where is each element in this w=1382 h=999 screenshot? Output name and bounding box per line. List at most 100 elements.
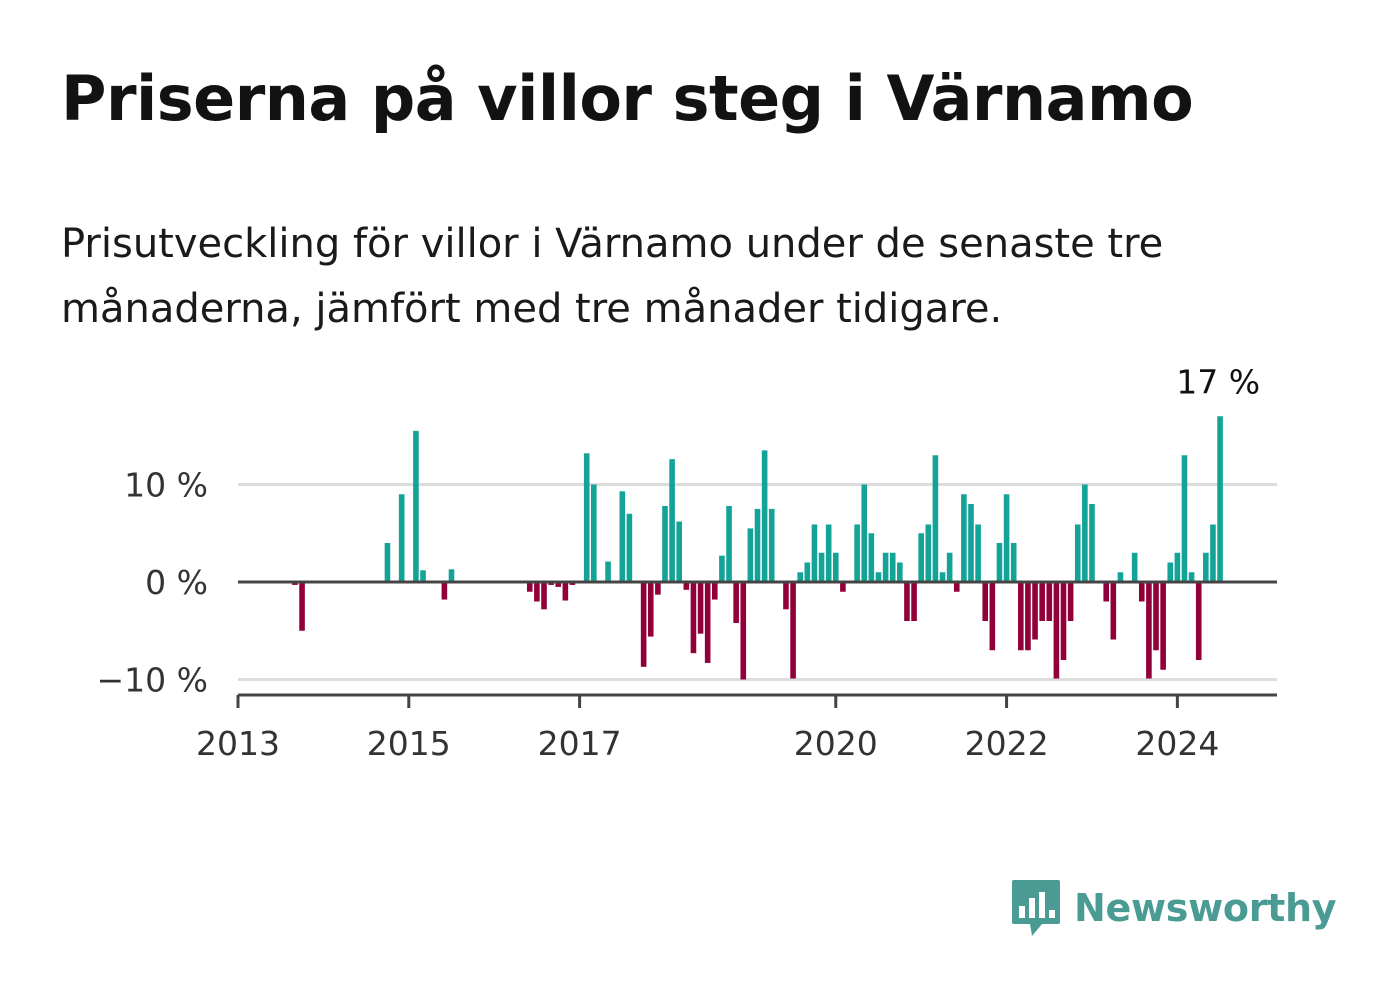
bar [968, 504, 974, 582]
bar [647, 582, 654, 637]
bar [655, 582, 661, 595]
bar [1103, 582, 1110, 602]
bar [1160, 582, 1166, 670]
bar [797, 572, 803, 582]
bar [996, 543, 1003, 582]
x-tick-label: 2015 [367, 724, 451, 763]
bar [961, 494, 967, 582]
bar [975, 524, 981, 582]
bar [953, 582, 960, 592]
bar [669, 459, 675, 582]
bar [818, 552, 825, 582]
bar [1067, 582, 1074, 621]
bar [918, 533, 924, 582]
bar [562, 582, 569, 601]
bar [526, 582, 533, 592]
bar [1131, 552, 1138, 582]
bar [989, 582, 996, 651]
bar [1039, 582, 1045, 621]
axes [236, 580, 1277, 708]
bar [683, 582, 690, 590]
bar [619, 491, 626, 582]
newsworthy-logo: Newsworthy [1010, 878, 1337, 938]
bar [868, 533, 875, 582]
bar [1181, 455, 1188, 582]
bar [605, 561, 611, 582]
bar [1046, 582, 1053, 621]
bar [911, 582, 917, 621]
bar [541, 582, 547, 610]
labels: 10 % 0 % −10 % 2013 2015 2017 2020 2022 2024 17 % [97, 362, 1261, 763]
bar [790, 582, 796, 679]
bar [1117, 572, 1124, 582]
bar [1203, 552, 1209, 582]
bar [854, 524, 860, 582]
bar [1167, 562, 1174, 582]
bar [441, 582, 448, 600]
bar [733, 582, 739, 623]
bar [299, 582, 305, 631]
bar [534, 582, 540, 602]
bar [555, 582, 562, 587]
chart-subtitle: Prisutveckling för villor i Värnamo unde… [61, 221, 1164, 332]
bar [804, 562, 811, 582]
bar [1025, 582, 1031, 651]
bar [946, 552, 953, 582]
bar [904, 582, 910, 621]
chart-title: Priserna på villor steg i Värnamo [61, 62, 1194, 135]
bar [1195, 582, 1202, 660]
bar [583, 453, 590, 582]
bar [939, 572, 946, 582]
bar [825, 524, 832, 582]
bar [925, 524, 932, 582]
bar [1153, 582, 1159, 651]
bar [1003, 494, 1010, 582]
gridlines [238, 483, 1277, 681]
y-tick-label: −10 % [97, 661, 209, 700]
newsworthy-logo-icon [1012, 880, 1060, 936]
bar [1138, 582, 1145, 602]
x-tick-label: 2013 [196, 724, 280, 763]
bar [761, 450, 768, 583]
bar [754, 508, 761, 583]
bar [889, 552, 896, 582]
x-tick-label: 2017 [538, 724, 622, 763]
bar [1060, 582, 1067, 660]
bar [726, 505, 732, 582]
bar [1082, 484, 1088, 582]
bar [882, 552, 889, 582]
bar [1010, 543, 1017, 582]
bar [697, 582, 704, 634]
x-tick-label: 2024 [1135, 724, 1219, 763]
bar [747, 528, 754, 583]
bars [292, 416, 1223, 680]
bar [704, 582, 711, 663]
bar-chart: 10 % 0 % −10 % 2013 2015 2017 2020 2022 2024 17 % [97, 362, 1277, 763]
bar [591, 484, 597, 582]
bar [1032, 582, 1038, 640]
bar [740, 582, 747, 680]
x-tick-label: 2022 [965, 724, 1049, 763]
brand-name: Newsworthy [1074, 886, 1337, 930]
bar [1074, 524, 1081, 582]
bar [768, 508, 775, 583]
bar [840, 582, 846, 592]
bar [811, 524, 818, 582]
bar [413, 430, 419, 583]
bar [1188, 572, 1195, 582]
bar [1210, 524, 1216, 582]
bar [1089, 504, 1095, 582]
y-tick-label: 0 % [145, 563, 208, 602]
bar [1053, 582, 1060, 679]
bar [640, 582, 647, 667]
bar [420, 570, 426, 582]
bar [1217, 416, 1223, 582]
bar [1174, 552, 1181, 582]
bar [1146, 582, 1152, 679]
bar [719, 555, 725, 582]
x-tick-label: 2020 [794, 724, 878, 763]
bar [676, 521, 683, 582]
bar [932, 455, 939, 582]
bar [982, 582, 989, 621]
last-value-label: 17 % [1176, 362, 1260, 401]
